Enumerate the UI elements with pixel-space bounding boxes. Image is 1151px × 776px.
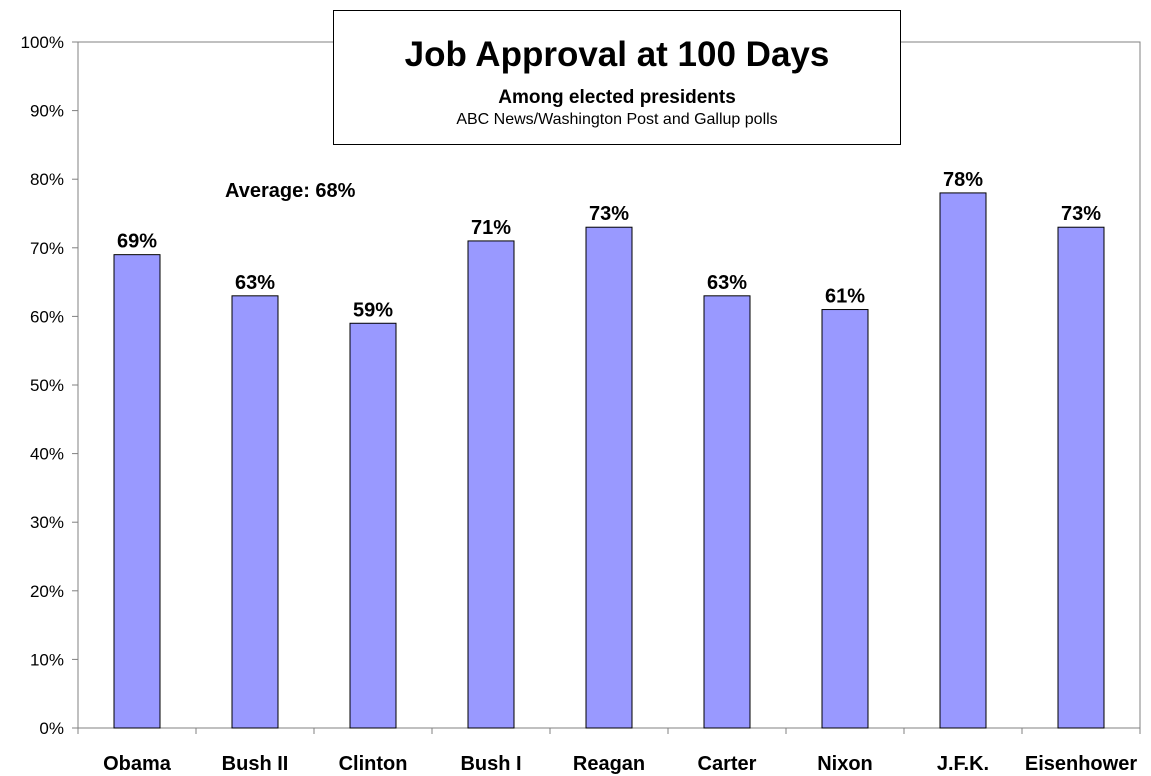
data-label: 71% bbox=[471, 217, 511, 239]
y-tick-label: 80% bbox=[30, 170, 64, 189]
x-tick-label: Obama bbox=[103, 753, 172, 775]
bar bbox=[939, 192, 987, 729]
x-tick-label: Clinton bbox=[339, 753, 408, 775]
data-label: 63% bbox=[707, 272, 747, 294]
data-label: 73% bbox=[589, 203, 629, 225]
y-tick-label: 20% bbox=[30, 582, 64, 601]
data-label: 59% bbox=[353, 299, 393, 321]
y-tick-label: 100% bbox=[21, 33, 64, 52]
chart-title: Job Approval at 100 Days bbox=[404, 35, 830, 74]
y-tick-label: 50% bbox=[30, 376, 64, 395]
x-tick-label: Bush I bbox=[460, 753, 521, 775]
y-tick-label: 30% bbox=[30, 513, 64, 532]
y-tick-label: 40% bbox=[30, 445, 64, 464]
y-tick-label: 90% bbox=[30, 102, 64, 121]
y-tick-label: 60% bbox=[30, 307, 64, 326]
x-tick-label: Carter bbox=[698, 753, 757, 775]
data-label: 69% bbox=[117, 231, 157, 253]
data-label: 73% bbox=[1061, 203, 1101, 225]
average-annotation: Average: 68% bbox=[225, 180, 356, 202]
data-label: 61% bbox=[825, 286, 865, 308]
bar bbox=[703, 295, 751, 729]
bar bbox=[467, 240, 515, 729]
x-tick-label: Eisenhower bbox=[1025, 753, 1137, 775]
y-tick-label: 0% bbox=[39, 719, 64, 738]
bar bbox=[585, 226, 633, 729]
x-tick-label: Nixon bbox=[817, 753, 873, 775]
bar bbox=[113, 254, 161, 729]
chart-source: ABC News/Washington Post and Gallup poll… bbox=[456, 111, 778, 128]
bar bbox=[821, 309, 869, 729]
data-label: 78% bbox=[943, 169, 983, 191]
x-tick-label: J.F.K. bbox=[937, 753, 989, 775]
bar bbox=[231, 295, 279, 729]
bar bbox=[349, 322, 397, 729]
chart-subtitle: Among elected presidents bbox=[498, 87, 736, 108]
y-tick-label: 70% bbox=[30, 239, 64, 258]
chart-title-box: Job Approval at 100 Days Among elected p… bbox=[333, 10, 901, 145]
y-tick-label: 10% bbox=[30, 650, 64, 669]
bar bbox=[1057, 226, 1105, 729]
x-tick-label: Reagan bbox=[573, 753, 645, 775]
data-label: 63% bbox=[235, 272, 275, 294]
x-tick-label: Bush II bbox=[222, 753, 289, 775]
